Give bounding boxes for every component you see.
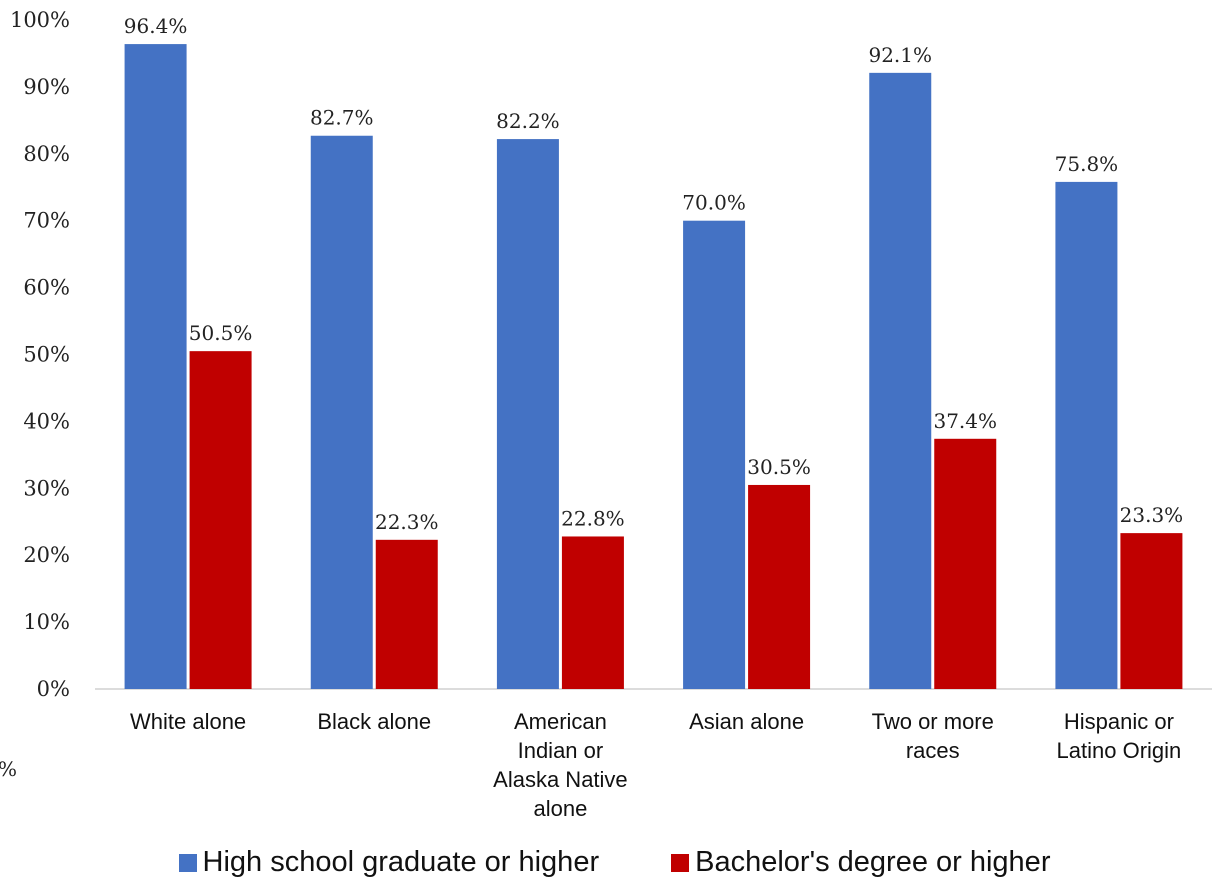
x-category-label: Two or more races	[872, 709, 994, 763]
bar-high-school	[869, 72, 932, 689]
y-tick-label: 90%	[23, 75, 70, 99]
legend-label-bachelors: Bachelor's degree or higher	[695, 846, 1051, 878]
bar-bachelors	[375, 539, 438, 689]
x-category-label-line: Hispanic or	[1064, 709, 1174, 734]
stray-fragment: %	[0, 757, 17, 781]
y-tick-label: 70%	[23, 209, 70, 233]
legend-item-bachelors: Bachelor's degree or higher	[671, 846, 1050, 879]
bar-high-school	[496, 139, 559, 689]
bar-bachelors	[934, 438, 997, 689]
x-category-label-line: Alaska Native	[493, 767, 628, 792]
data-label: 50.5%	[189, 321, 253, 345]
bar-high-school	[1055, 181, 1118, 689]
legend-label-high-school: High school graduate or higher	[202, 846, 600, 878]
x-category-label: American Indian or Alaska Native alone	[493, 709, 628, 821]
y-tick-label: 20%	[23, 543, 70, 567]
x-category-label-line: Asian alone	[689, 709, 804, 734]
x-category-label-line: American	[514, 709, 607, 734]
bar-bachelors	[1120, 533, 1183, 689]
x-category-label-line: Indian or	[518, 738, 604, 763]
data-label: 22.8%	[561, 506, 625, 530]
bar-bachelors	[561, 536, 624, 689]
y-tick-label: 100%	[10, 8, 70, 32]
bar-bachelors	[189, 351, 252, 689]
x-category-label: Asian alone	[689, 709, 804, 734]
y-tick-label: 30%	[23, 476, 70, 500]
x-category-label: Hispanic or Latino Origin	[1057, 709, 1182, 763]
data-label: 82.7%	[310, 106, 374, 130]
x-category-label-line: Latino Origin	[1057, 738, 1182, 763]
data-label: 92.1%	[868, 43, 932, 67]
x-category-label-line: Two or more	[872, 709, 994, 734]
bar-high-school	[124, 44, 187, 690]
data-label: 96.4%	[124, 14, 188, 38]
legend-item-high-school: High school graduate or higher	[178, 846, 600, 879]
data-label: 82.2%	[496, 109, 560, 133]
bar-bachelors	[748, 484, 811, 689]
data-label: 37.4%	[933, 409, 997, 433]
legend: High school graduate or higher Bachelor'…	[0, 846, 1229, 879]
y-tick-label: 80%	[23, 142, 70, 166]
x-category-label-line: races	[906, 738, 960, 763]
x-category-label: White alone	[130, 709, 246, 734]
data-label: 30.5%	[747, 455, 811, 479]
data-label: 75.8%	[1055, 152, 1119, 176]
data-label: 70.0%	[682, 191, 746, 215]
y-tick-label: 0%	[37, 677, 70, 701]
y-tick-label: 10%	[23, 610, 70, 634]
bar-high-school	[310, 135, 373, 689]
legend-swatch-high-school	[178, 853, 197, 872]
y-tick-label: 60%	[23, 276, 70, 300]
y-tick-label: 40%	[23, 409, 70, 433]
x-category-label-line: White alone	[130, 709, 246, 734]
bar-high-school	[683, 220, 746, 689]
legend-swatch-bachelors	[671, 853, 690, 872]
data-label: 23.3%	[1120, 503, 1184, 527]
data-label: 22.3%	[375, 510, 439, 534]
x-category-label-line: alone	[533, 796, 587, 821]
y-tick-label: 50%	[23, 343, 70, 367]
x-category-label-line: Black alone	[317, 709, 431, 734]
x-category-label: Black alone	[317, 709, 431, 734]
